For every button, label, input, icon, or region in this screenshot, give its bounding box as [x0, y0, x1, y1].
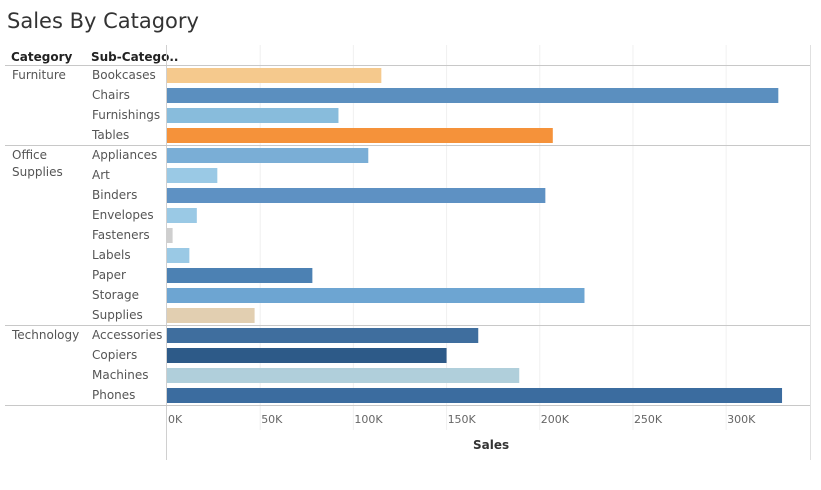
category-label: Office Supplies [12, 148, 63, 179]
subcategory-label: Furnishings [92, 108, 161, 122]
subcategory-label: Phones [92, 388, 136, 402]
subcategory-header[interactable]: Sub-Catego.. [91, 50, 179, 64]
subcategory-label: Paper [92, 268, 126, 282]
tick-label: 250K [633, 413, 663, 426]
tick-label: 150K [447, 413, 476, 426]
bar [167, 308, 255, 323]
subcategory-label: Supplies [92, 308, 143, 322]
bar [167, 188, 546, 203]
subcategory-label: Binders [92, 188, 138, 202]
subcategory-label: Bookcases [92, 68, 156, 82]
bar [167, 348, 447, 363]
subcategory-label: Storage [92, 288, 139, 302]
bar [167, 88, 779, 103]
category-label: Technology [12, 328, 80, 342]
tick-label: 300K [727, 413, 756, 426]
bar [167, 68, 382, 83]
bar [167, 168, 218, 183]
subcategory-label: Labels [92, 248, 131, 262]
bar [167, 108, 339, 123]
subcategory-label: Fasteners [92, 228, 150, 242]
chart-title: Sales By Catagory [7, 9, 199, 33]
tick-label: 50K [261, 413, 283, 426]
category-label: Furniture [12, 68, 66, 82]
subcategory-label: Chairs [92, 88, 130, 102]
bar [167, 328, 479, 343]
bar [167, 148, 369, 163]
bar [167, 368, 520, 383]
bar [167, 208, 197, 223]
bar [167, 248, 190, 263]
bar [167, 288, 585, 303]
tick-label: 100K [354, 413, 383, 426]
subcategory-label: Accessories [92, 328, 163, 342]
bar [167, 228, 173, 243]
subcategory-label: Envelopes [92, 208, 154, 222]
bar [167, 128, 553, 143]
bar [167, 388, 783, 403]
tick-label: 200K [540, 413, 569, 426]
category-header[interactable]: Category [11, 50, 73, 64]
subcategory-label: Copiers [92, 348, 138, 362]
tick-label: 0K [168, 413, 183, 426]
subcategory-label: Art [92, 168, 110, 182]
x-axis-label: Sales [473, 438, 510, 452]
subcategory-label: Appliances [92, 148, 158, 162]
bar [167, 268, 313, 283]
subcategory-label: Tables [92, 128, 130, 142]
subcategory-label: Machines [92, 368, 149, 382]
